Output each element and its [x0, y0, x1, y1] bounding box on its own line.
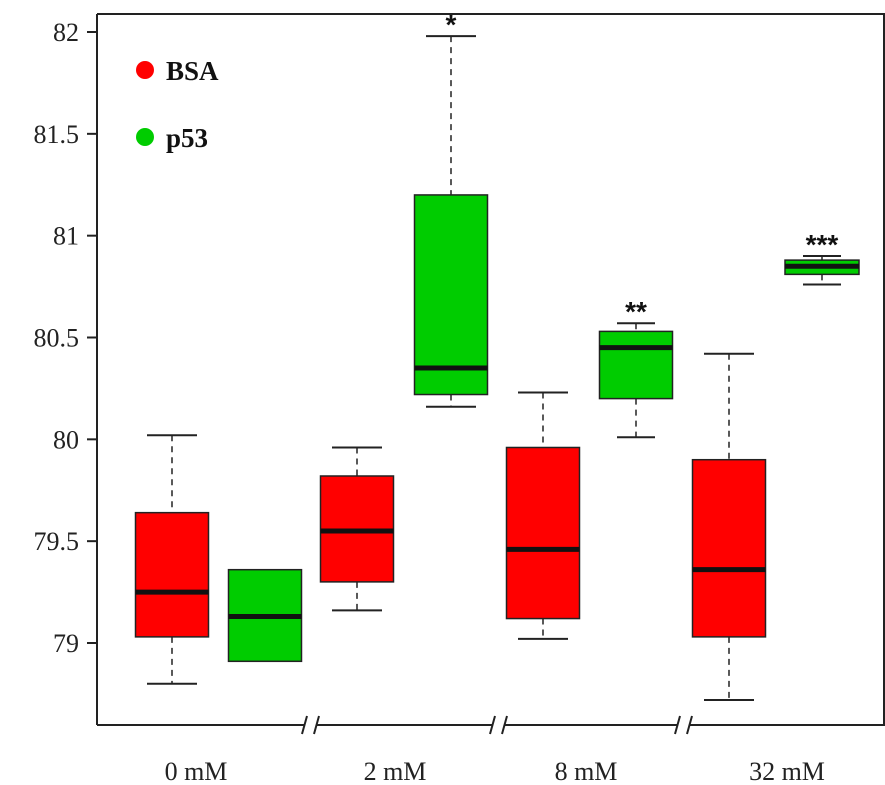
- legend-marker-bsa: [136, 61, 154, 79]
- axis-break-mark: [301, 715, 308, 735]
- y-tick-label: 79: [53, 629, 79, 658]
- box-iqr: [598, 330, 674, 400]
- y-tick-label: 81: [53, 222, 79, 251]
- box-iqr: [505, 446, 581, 620]
- legend-label-p53: p53: [166, 123, 208, 153]
- y-tick-label: 80.5: [34, 324, 80, 353]
- legend: BSA p53: [136, 56, 219, 153]
- y-tick-label: 79.5: [34, 527, 80, 556]
- significance-marker: **: [625, 296, 647, 327]
- x-category-label: 0 mM: [165, 757, 228, 785]
- box-p53-2mm: [413, 35, 489, 408]
- box-bsa-2mm: [319, 446, 395, 612]
- boxes: [134, 35, 860, 702]
- significance-markers: ******: [446, 9, 839, 327]
- x-category-label: 32 mM: [749, 757, 825, 785]
- box-p53-0mm: [227, 568, 303, 663]
- legend-marker-p53: [136, 128, 154, 146]
- x-category-label: 8 mM: [555, 757, 618, 785]
- box-iqr: [691, 458, 767, 638]
- x-axis-labels: 0 mM 2 mM 8 mM 32 mM: [165, 757, 825, 785]
- significance-marker: *: [446, 9, 457, 40]
- axis-break-mark: [501, 715, 508, 735]
- axis-break-mark: [686, 715, 693, 735]
- y-tick-label: 80: [53, 425, 79, 454]
- y-tick-label: 81.5: [34, 120, 80, 149]
- axes: [96, 13, 885, 735]
- legend-label-bsa: BSA: [166, 56, 219, 86]
- axis-break-mark: [489, 715, 496, 735]
- axis-break-mark: [313, 715, 320, 735]
- y-tick-label: 82: [53, 18, 79, 47]
- box-bsa-0mm: [134, 434, 210, 685]
- axis-break-mark: [674, 715, 681, 735]
- box-p53-32mm: [784, 255, 860, 286]
- box-p53-8mm: [598, 322, 674, 439]
- y-axis-ticks: 79 79.5 80 80.5 81 81.5 82: [34, 18, 97, 658]
- box-iqr: [413, 194, 489, 396]
- x-category-label: 2 mM: [364, 757, 427, 785]
- box-bsa-8mm: [505, 391, 581, 640]
- box-bsa-32mm: [691, 352, 767, 702]
- box-iqr: [134, 511, 210, 638]
- significance-marker: ***: [806, 229, 839, 260]
